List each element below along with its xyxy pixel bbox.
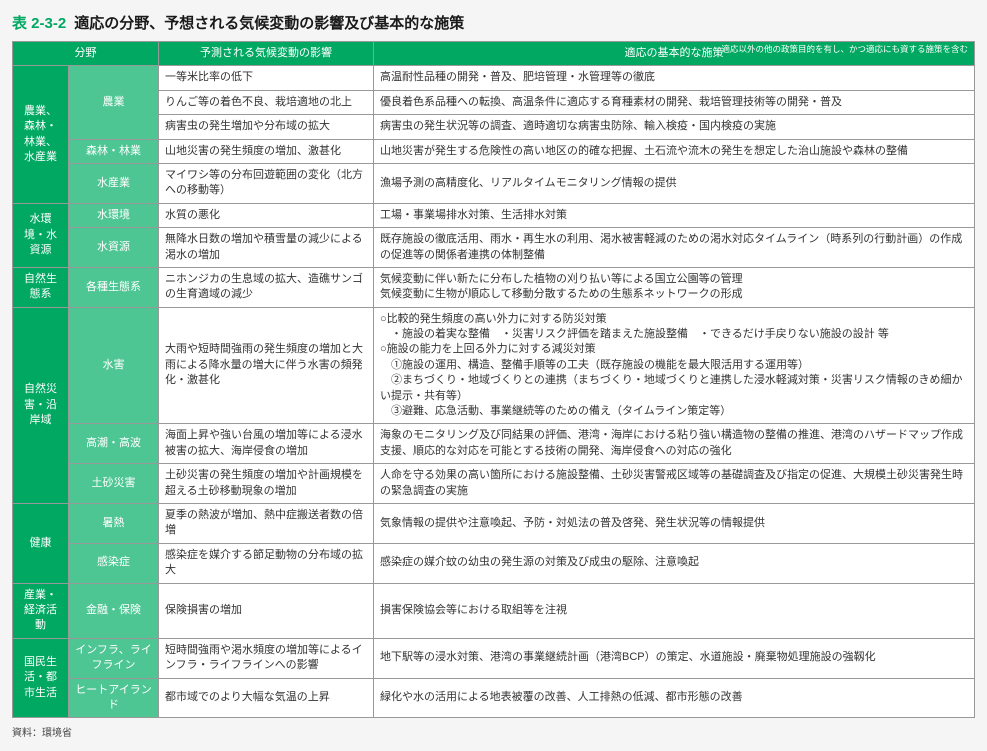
- table-row: 健康暑熱夏季の熱波が増加、熱中症搬送者数の倍増気象情報の提供や注意喚起、予防・対…: [13, 503, 975, 543]
- table-row: 土砂災害土砂災害の発生頻度の増加や計画規模を超える土砂移動現象の増加人命を守る効…: [13, 464, 975, 504]
- header-measure: 適応の基本的な施策 適応以外の他の政策目的を有し、かつ適応にも資する施策を含む: [374, 42, 975, 66]
- measure-cell: ○比較的発生頻度の高い外力に対する防災対策 ・施設の着実な整備 ・災害リスク評価…: [374, 307, 975, 424]
- category-1-cell: 農業、森林・林業、水産業: [13, 66, 69, 203]
- table-body: 農業、森林・林業、水産業農業一等米比率の低下高温耐性品種の開発・普及、肥培管理・…: [13, 66, 975, 718]
- category-2-cell: 水産業: [69, 163, 159, 203]
- category-1-cell: 自然災害・沿岸域: [13, 307, 69, 503]
- source-note: 資料：環境省: [12, 724, 975, 739]
- category-2-cell: 金融・保険: [69, 583, 159, 638]
- category-2-cell: 水資源: [69, 228, 159, 268]
- measure-cell: 優良着色系品種への転換、高温条件に適応する育種素材の開発、栽培管理技術等の開発・…: [374, 90, 975, 114]
- table-row: 水資源無降水日数の増加や積雪量の減少による渇水の増加既存施設の徹底活用、雨水・再…: [13, 228, 975, 268]
- category-1-cell: 健康: [13, 503, 69, 583]
- category-2-cell: 森林・林業: [69, 139, 159, 163]
- category-2-cell: インフラ、ライフライン: [69, 638, 159, 678]
- impact-cell: りんご等の着色不良、栽培適地の北上: [159, 90, 374, 114]
- measure-cell: 地下駅等の浸水対策、港湾の事業継続計画（港湾BCP）の策定、水道施設・廃棄物処理…: [374, 638, 975, 678]
- measure-cell: 緑化や水の活用による地表被覆の改善、人工排熱の低減、都市形態の改善: [374, 678, 975, 718]
- header-field: 分野: [13, 42, 159, 66]
- category-2-cell: 感染症: [69, 543, 159, 583]
- table-row: ヒートアイランド都市域でのより大幅な気温の上昇緑化や水の活用による地表被覆の改善…: [13, 678, 975, 718]
- table-row: 水産業マイワシ等の分布回遊範囲の変化（北方への移動等）漁場予測の高精度化、リアル…: [13, 163, 975, 203]
- measure-cell: 山地災害が発生する危険性の高い地区の的確な把握、土石流や流木の発生を想定した治山…: [374, 139, 975, 163]
- measure-cell: 病害虫の発生状況等の調査、適時適切な病害虫防除、輸入検疫・国内検疫の実施: [374, 115, 975, 139]
- table-row: 感染症感染症を媒介する節足動物の分布域の拡大感染症の媒介蚊の幼虫の発生源の対策及…: [13, 543, 975, 583]
- impact-cell: 一等米比率の低下: [159, 66, 374, 90]
- header-row: 分野 予測される気候変動の影響 適応の基本的な施策 適応以外の他の政策目的を有し…: [13, 42, 975, 66]
- impact-cell: 無降水日数の増加や積雪量の減少による渇水の増加: [159, 228, 374, 268]
- header-measure-label: 適応の基本的な施策: [625, 47, 724, 59]
- impact-cell: 水質の悪化: [159, 203, 374, 227]
- table-row: 国民生活・都市生活インフラ、ライフライン短時間強雨や渇水頻度の増加等によるインフ…: [13, 638, 975, 678]
- table-row: 森林・林業山地災害の発生頻度の増加、激甚化山地災害が発生する危険性の高い地区の的…: [13, 139, 975, 163]
- impact-cell: 短時間強雨や渇水頻度の増加等によるインフラ・ライフラインへの影響: [159, 638, 374, 678]
- measure-cell: 気候変動に伴い新たに分布した植物の刈り払い等による国立公園等の管理 気候変動に生…: [374, 267, 975, 307]
- category-2-cell: 各種生態系: [69, 267, 159, 307]
- measure-cell: 工場・事業場排水対策、生活排水対策: [374, 203, 975, 227]
- category-1-cell: 国民生活・都市生活: [13, 638, 69, 718]
- measure-cell: 感染症の媒介蚊の幼虫の発生源の対策及び成虫の駆除、注意喚起: [374, 543, 975, 583]
- impact-cell: 都市域でのより大幅な気温の上昇: [159, 678, 374, 718]
- impact-cell: 海面上昇や強い台風の増加等による浸水被害の拡大、海岸侵食の増加: [159, 424, 374, 464]
- impact-cell: 山地災害の発生頻度の増加、激甚化: [159, 139, 374, 163]
- category-2-cell: 高潮・高波: [69, 424, 159, 464]
- table-row: 農業、森林・林業、水産業農業一等米比率の低下高温耐性品種の開発・普及、肥培管理・…: [13, 66, 975, 90]
- impact-cell: 病害虫の発生増加や分布域の拡大: [159, 115, 374, 139]
- adaptation-table: 分野 予測される気候変動の影響 適応の基本的な施策 適応以外の他の政策目的を有し…: [12, 41, 975, 718]
- measure-cell: 漁場予測の高精度化、リアルタイムモニタリング情報の提供: [374, 163, 975, 203]
- impact-cell: 感染症を媒介する節足動物の分布域の拡大: [159, 543, 374, 583]
- category-2-cell: 水環境: [69, 203, 159, 227]
- category-2-cell: 農業: [69, 66, 159, 139]
- table-row: 産業・経済活動金融・保険保険損害の増加損害保険協会等における取組等を注視: [13, 583, 975, 638]
- impact-cell: マイワシ等の分布回遊範囲の変化（北方への移動等）: [159, 163, 374, 203]
- header-impact: 予測される気候変動の影響: [159, 42, 374, 66]
- impact-cell: ニホンジカの生息域の拡大、造礁サンゴの生育適域の減少: [159, 267, 374, 307]
- category-2-cell: 暑熱: [69, 503, 159, 543]
- impact-cell: 保険損害の増加: [159, 583, 374, 638]
- header-measure-sub: 適応以外の他の政策目的を有し、かつ適応にも資する施策を含む: [721, 44, 968, 54]
- category-1-cell: 自然生態系: [13, 267, 69, 307]
- measure-cell: 人命を守る効果の高い箇所における施設整備、土砂災害警戒区域等の基礎調査及び指定の…: [374, 464, 975, 504]
- measure-cell: 高温耐性品種の開発・普及、肥培管理・水管理等の徹底: [374, 66, 975, 90]
- table-title-text: 適応の分野、予想される気候変動の影響及び基本的な施策: [74, 15, 464, 32]
- table-title: 表 2-3-2 適応の分野、予想される気候変動の影響及び基本的な施策: [12, 12, 975, 33]
- measure-cell: 損害保険協会等における取組等を注視: [374, 583, 975, 638]
- category-2-cell: ヒートアイランド: [69, 678, 159, 718]
- measure-cell: 既存施設の徹底活用、雨水・再生水の利用、渇水被害軽減のための渇水対応タイムライン…: [374, 228, 975, 268]
- measure-cell: 気象情報の提供や注意喚起、予防・対処法の普及啓発、発生状況等の情報提供: [374, 503, 975, 543]
- table-row: 自然災害・沿岸域水害大雨や短時間強雨の発生頻度の増加と大雨による降水量の増大に伴…: [13, 307, 975, 424]
- impact-cell: 土砂災害の発生頻度の増加や計画規模を超える土砂移動現象の増加: [159, 464, 374, 504]
- category-1-cell: 水環境・水資源: [13, 203, 69, 267]
- impact-cell: 夏季の熱波が増加、熱中症搬送者数の倍増: [159, 503, 374, 543]
- table-number: 表 2-3-2: [12, 15, 66, 32]
- impact-cell: 大雨や短時間強雨の発生頻度の増加と大雨による降水量の増大に伴う水害の頻発化・激甚…: [159, 307, 374, 424]
- measure-cell: 海象のモニタリング及び同結果の評価、港湾・海岸における粘り強い構造物の整備の推進…: [374, 424, 975, 464]
- table-row: 高潮・高波海面上昇や強い台風の増加等による浸水被害の拡大、海岸侵食の増加海象のモ…: [13, 424, 975, 464]
- table-row: 水環境・水資源水環境水質の悪化工場・事業場排水対策、生活排水対策: [13, 203, 975, 227]
- category-2-cell: 水害: [69, 307, 159, 424]
- table-row: 自然生態系各種生態系ニホンジカの生息域の拡大、造礁サンゴの生育適域の減少気候変動…: [13, 267, 975, 307]
- category-2-cell: 土砂災害: [69, 464, 159, 504]
- category-1-cell: 産業・経済活動: [13, 583, 69, 638]
